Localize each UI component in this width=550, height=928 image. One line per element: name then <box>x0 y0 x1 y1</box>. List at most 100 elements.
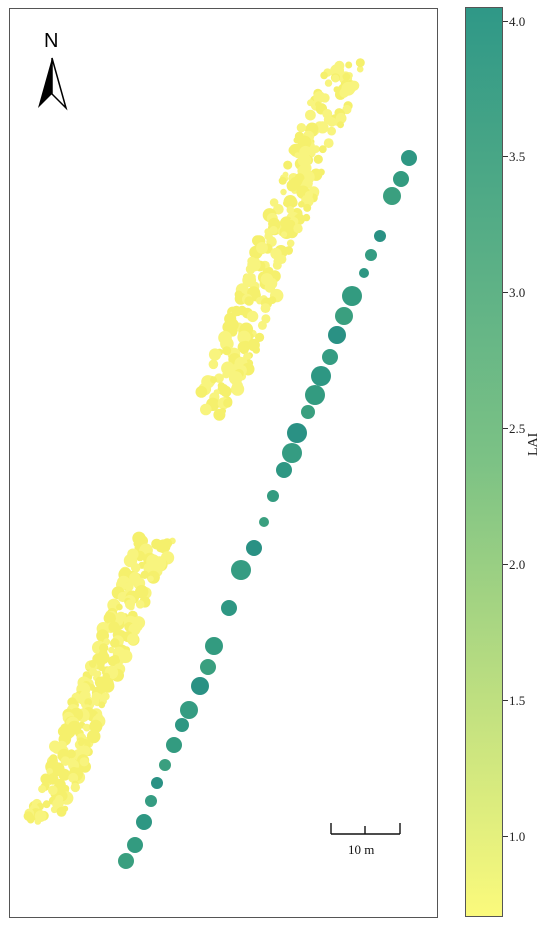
low-lai-canopy-point <box>129 552 137 560</box>
low-lai-canopy-point <box>257 320 267 330</box>
low-lai-canopy-point <box>213 408 226 421</box>
high-lai-tree-crown <box>159 759 171 771</box>
low-lai-canopy-point <box>48 785 58 795</box>
low-lai-canopy-point <box>245 264 256 275</box>
high-lai-tree-crown <box>328 326 346 344</box>
north-arrow-icon <box>38 57 68 111</box>
low-lai-canopy-point <box>281 231 288 238</box>
low-lai-canopy-point <box>313 154 323 164</box>
high-lai-tree-crown <box>311 366 331 386</box>
high-lai-tree-crown <box>151 777 163 789</box>
low-lai-canopy-point <box>293 223 303 234</box>
low-lai-canopy-point <box>260 303 271 313</box>
low-lai-canopy-point <box>108 621 120 633</box>
high-lai-tree-crown <box>282 443 302 463</box>
low-lai-canopy-point <box>249 273 256 281</box>
high-lai-tree-crown <box>180 701 198 719</box>
low-lai-canopy-point <box>223 398 233 408</box>
low-lai-canopy-point <box>101 679 115 693</box>
low-lai-canopy-point <box>320 71 328 80</box>
low-lai-canopy-point <box>210 376 217 384</box>
low-lai-canopy-point <box>84 698 93 706</box>
low-lai-canopy-point <box>255 332 265 342</box>
low-lai-canopy-point <box>327 126 336 136</box>
high-lai-tree-crown <box>259 517 269 527</box>
low-lai-canopy-point <box>323 116 332 124</box>
low-lai-canopy-point <box>324 79 333 87</box>
high-lai-tree-crown <box>267 490 279 502</box>
low-lai-canopy-point <box>130 563 141 573</box>
low-lai-canopy-point <box>38 785 47 794</box>
high-lai-tree-crown <box>136 814 152 830</box>
low-lai-canopy-point <box>147 575 154 582</box>
high-lai-tree-crown <box>335 307 353 325</box>
colorbar-tick <box>503 835 508 837</box>
low-lai-canopy-point <box>293 136 301 144</box>
low-lai-canopy-point <box>237 330 251 344</box>
low-lai-canopy-point <box>222 370 231 379</box>
high-lai-tree-crown <box>118 853 134 869</box>
low-lai-canopy-point <box>244 296 254 306</box>
low-lai-canopy-point <box>200 403 212 416</box>
low-lai-canopy-point <box>34 818 42 825</box>
low-lai-canopy-point <box>208 348 222 361</box>
low-lai-canopy-point <box>315 101 322 108</box>
low-lai-canopy-point <box>256 242 268 254</box>
low-lai-canopy-point <box>60 756 71 766</box>
low-lai-canopy-point <box>127 603 135 611</box>
scale-bar-label: 10 m <box>348 842 375 857</box>
low-lai-canopy-point <box>140 570 149 579</box>
high-lai-tree-crown <box>401 150 417 166</box>
low-lai-canopy-point <box>283 160 293 170</box>
low-lai-canopy-point <box>42 800 51 809</box>
high-lai-tree-crown <box>221 600 237 616</box>
colorbar-tick-label: 4.0 <box>509 13 526 29</box>
high-lai-tree-crown <box>231 560 251 580</box>
high-lai-tree-crown <box>359 268 369 278</box>
low-lai-canopy-point <box>246 310 259 323</box>
low-lai-canopy-point <box>120 631 128 639</box>
colorbar-tick-label: 3.5 <box>509 149 526 165</box>
low-lai-canopy-point <box>195 386 208 398</box>
colorbar-tick <box>503 20 508 22</box>
colorbar-tick-label: 2.0 <box>509 556 526 572</box>
low-lai-canopy-point <box>107 656 119 667</box>
low-lai-canopy-point <box>108 646 115 654</box>
low-lai-canopy-point <box>345 61 353 69</box>
low-lai-canopy-point <box>307 99 314 107</box>
low-lai-canopy-point <box>278 176 287 185</box>
low-lai-canopy-point <box>89 719 103 734</box>
high-lai-tree-crown <box>175 718 189 732</box>
high-lai-tree-crown <box>301 405 315 419</box>
low-lai-canopy-point <box>135 600 145 609</box>
low-lai-canopy-point <box>342 72 351 81</box>
low-lai-canopy-point <box>264 282 276 293</box>
low-lai-canopy-point <box>118 649 133 664</box>
high-lai-tree-crown <box>145 795 157 807</box>
low-lai-canopy-point <box>82 723 91 732</box>
low-lai-tree-rows <box>23 58 365 825</box>
low-lai-canopy-point <box>231 382 245 396</box>
colorbar-tick-label: 1.0 <box>509 828 526 844</box>
low-lai-canopy-point <box>86 729 101 744</box>
low-lai-canopy-point <box>98 701 106 709</box>
colorbar-tick <box>503 292 508 294</box>
low-lai-canopy-point <box>234 290 243 299</box>
low-lai-canopy-point <box>286 179 299 192</box>
low-lai-canopy-point <box>323 138 334 149</box>
low-lai-canopy-point <box>127 633 139 645</box>
low-lai-canopy-point <box>339 88 350 98</box>
low-lai-canopy-point <box>116 603 123 611</box>
low-lai-canopy-point <box>269 226 278 235</box>
low-lai-canopy-point <box>156 539 171 554</box>
high-lai-tree-crown <box>191 677 209 695</box>
low-lai-canopy-point <box>298 201 305 208</box>
low-lai-canopy-point <box>290 199 298 207</box>
low-lai-canopy-point <box>89 667 98 677</box>
low-lai-canopy-point <box>110 638 120 648</box>
low-lai-canopy-point <box>331 74 340 83</box>
low-lai-canopy-point <box>355 58 365 68</box>
low-lai-canopy-point <box>23 811 34 821</box>
low-lai-canopy-point <box>316 121 329 134</box>
